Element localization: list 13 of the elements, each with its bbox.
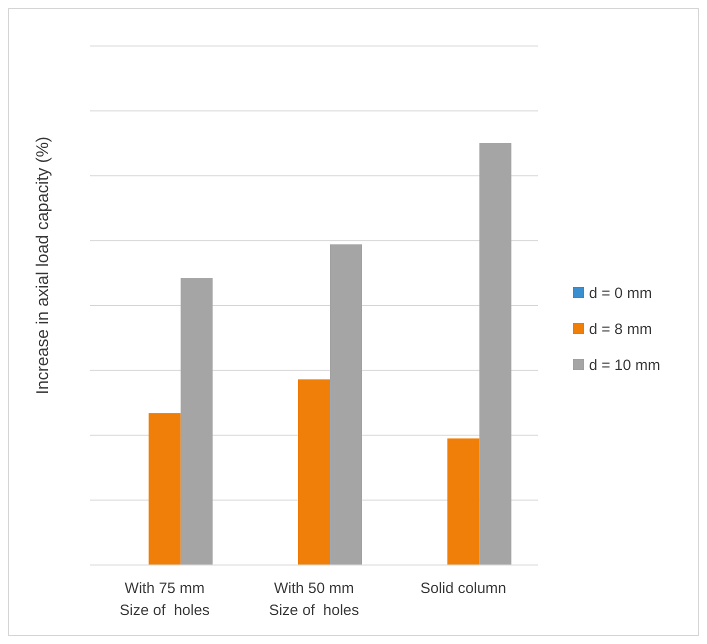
bar xyxy=(148,413,181,565)
x-tick-label: With 75 mm Size of holes xyxy=(120,580,210,619)
bar xyxy=(180,278,213,565)
bar xyxy=(330,244,362,565)
bar xyxy=(447,438,480,565)
y-axis-title: Increase in axial load capacity (%) xyxy=(33,136,52,394)
legend-label: d = 10 mm xyxy=(589,357,660,374)
x-tick-label: With 50 mm Size of holes xyxy=(268,580,360,619)
legend-label: d = 8 mm xyxy=(589,321,652,338)
bar xyxy=(479,143,512,565)
x-tick-label: Solid column xyxy=(420,580,506,597)
legend-label: d = 0 mm xyxy=(589,285,652,302)
bar xyxy=(298,379,330,565)
